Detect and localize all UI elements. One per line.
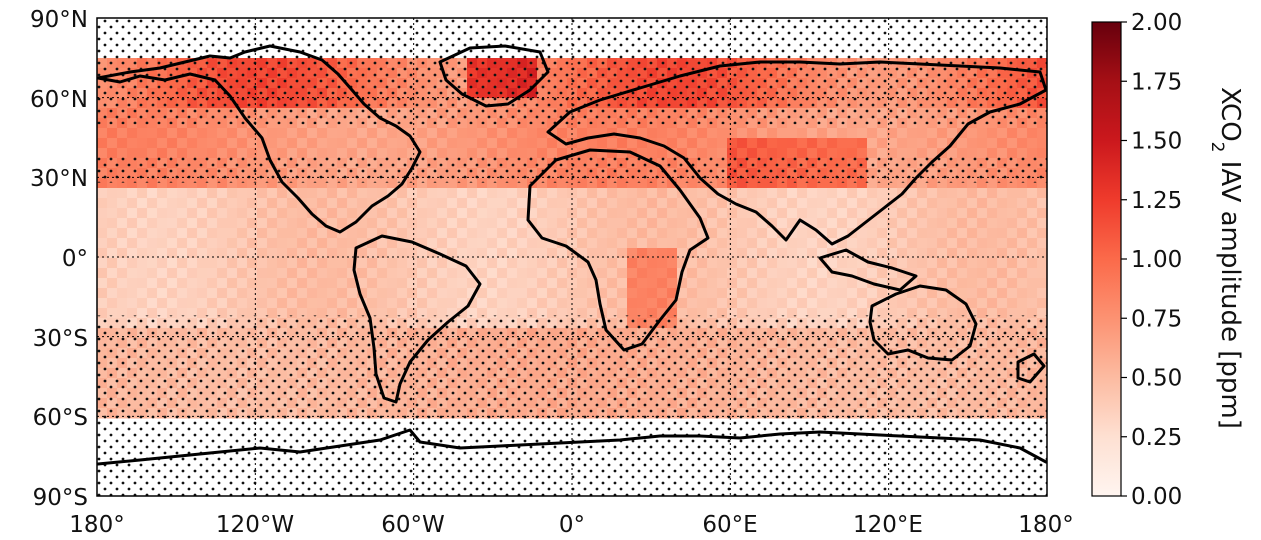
colorbar-tick-label: 1.25	[1131, 188, 1182, 214]
coastline-greenland	[438, 44, 550, 108]
x-tick-label: 180°	[1018, 512, 1073, 538]
coastline-africa	[526, 148, 710, 352]
coastline-antarctica	[97, 428, 1047, 466]
coastline-southeast-asia	[818, 248, 918, 292]
y-tick-label: 90°N	[30, 7, 88, 33]
colorbar-tick-label: 0.75	[1131, 306, 1182, 332]
colorbar-tick-label: 0.25	[1131, 425, 1182, 451]
stipple-band	[97, 18, 1047, 125]
coastline-australia	[868, 284, 978, 362]
colorbar-title: XCO2 IAV amplitude [ppm]	[1207, 87, 1245, 429]
y-tick-label: 0°	[62, 246, 88, 272]
colorbar-ticks: 0.00 0.25 0.50 0.75 1.00 1.25 1.50 1.75 2.00	[1121, 10, 1182, 510]
y-tick-labels: 90°N 60°N 30°N 0° 30°S 60°S 90°S	[30, 7, 88, 511]
y-tick-label: 90°S	[33, 485, 88, 511]
x-tick-label: 60°W	[381, 512, 445, 538]
coastline-south-america	[352, 234, 482, 404]
significance-stippling	[97, 18, 1047, 496]
x-tick-label: 180°	[69, 512, 124, 538]
colorbar-tick-label: 1.75	[1131, 69, 1182, 95]
y-tick-label: 60°N	[30, 87, 88, 113]
x-tick-labels: 180° 120°W 60°W 0° 60°E 120°E 180°	[69, 512, 1073, 538]
y-tick-label: 30°S	[33, 326, 88, 352]
coastline-eurasia	[546, 60, 1047, 246]
y-tick-label: 60°S	[33, 405, 88, 431]
x-tick-label: 120°E	[853, 512, 923, 538]
colorbar-tick-label: 2.00	[1131, 10, 1182, 36]
x-tick-label: 0°	[559, 512, 585, 538]
colorbar: 0.00 0.25 0.50 0.75 1.00 1.25 1.50 1.75 2.00 XCO…	[1091, 10, 1245, 510]
colorbar-tick-label: 0.50	[1131, 366, 1182, 392]
x-tick-label: 60°E	[702, 512, 757, 538]
coastline-north-america	[97, 44, 422, 234]
y-tick-label: 30°N	[30, 166, 88, 192]
stipple-band	[97, 315, 1047, 496]
colorbar-tick-label: 1.50	[1131, 129, 1182, 155]
coastlines	[97, 44, 1047, 466]
coastline-new-zealand	[1016, 352, 1046, 384]
map-frame	[96, 17, 1048, 497]
colorbar-tick-label: 0.00	[1131, 484, 1182, 510]
graticule	[97, 18, 1047, 496]
colorbar-tick-label: 1.00	[1131, 247, 1182, 273]
colorbar-gradient	[1091, 21, 1122, 497]
x-tick-label: 120°W	[216, 512, 294, 538]
